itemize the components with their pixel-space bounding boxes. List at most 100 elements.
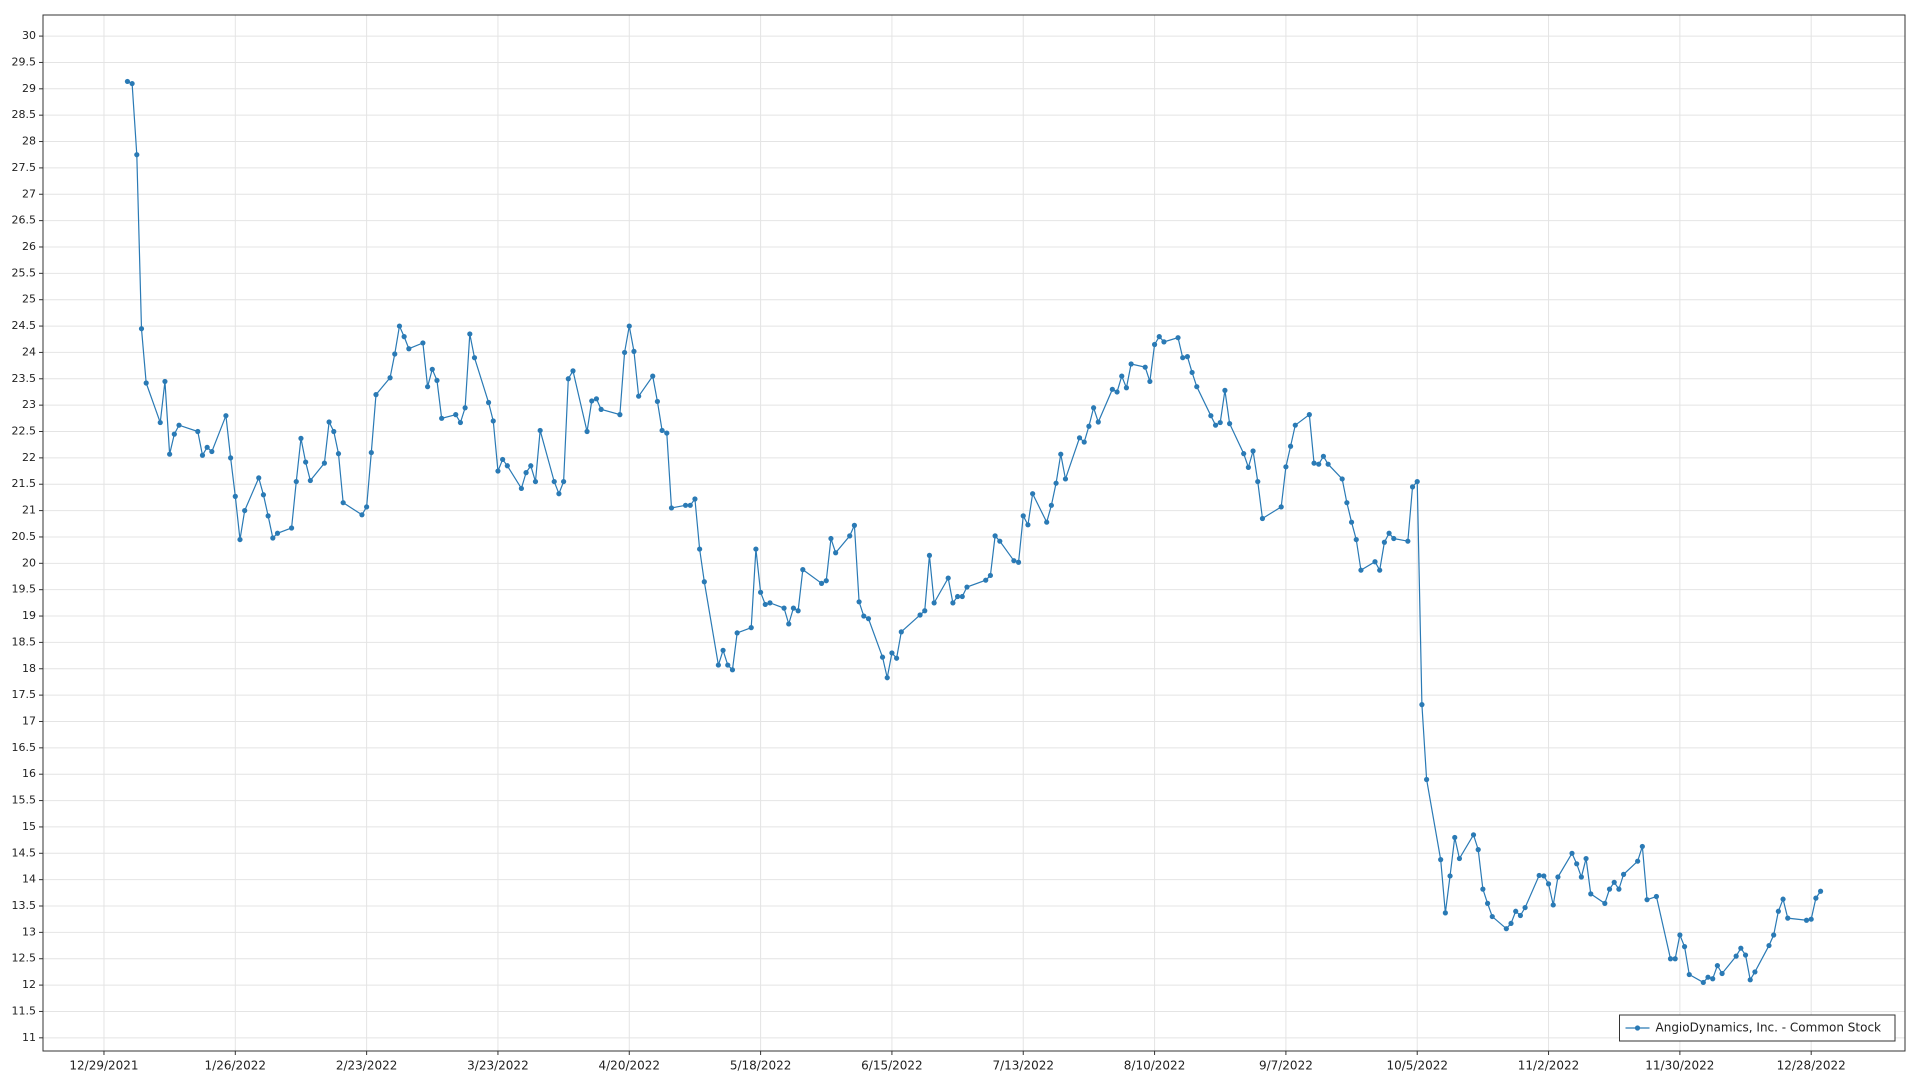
y-tick-label: 12.5 <box>12 952 37 965</box>
point <box>1123 385 1130 391</box>
point <box>757 589 764 595</box>
point <box>668 505 675 511</box>
point <box>1409 484 1416 490</box>
point <box>818 580 825 586</box>
point <box>551 478 557 485</box>
point <box>1766 942 1772 949</box>
point <box>288 525 295 531</box>
point <box>954 593 961 600</box>
point <box>1227 421 1233 427</box>
point <box>1025 522 1031 528</box>
point <box>1574 861 1580 867</box>
point <box>1184 354 1191 360</box>
point <box>1015 559 1022 565</box>
point <box>1438 857 1444 863</box>
y-tick-label: 15 <box>22 820 36 833</box>
point <box>950 600 956 606</box>
point <box>335 451 342 457</box>
point <box>659 427 665 434</box>
x-tick-label: 11/2/2022 <box>1518 1059 1580 1073</box>
y-tick-label: 13.5 <box>12 899 37 912</box>
point <box>368 449 374 456</box>
point <box>1578 874 1584 880</box>
point <box>1325 461 1331 467</box>
point <box>237 536 243 543</box>
y-tick-label: 24.5 <box>12 319 37 332</box>
point <box>138 326 145 332</box>
point <box>1090 405 1097 411</box>
point <box>1710 976 1716 982</box>
point <box>387 375 393 381</box>
point <box>565 376 571 382</box>
point <box>1536 872 1542 879</box>
point <box>1128 361 1134 367</box>
point <box>748 625 754 631</box>
y-tick-label: 13 <box>22 925 36 938</box>
point <box>1602 900 1608 906</box>
point <box>537 427 543 434</box>
point <box>424 384 431 390</box>
point <box>781 605 787 611</box>
point <box>790 605 797 611</box>
point <box>631 348 637 354</box>
point <box>1503 926 1509 932</box>
point <box>889 650 895 656</box>
point <box>856 599 862 605</box>
point <box>1541 873 1547 879</box>
y-tick-label: 17.5 <box>12 688 37 701</box>
point <box>1189 369 1195 376</box>
point <box>945 575 951 581</box>
y-tick-label: 23 <box>22 398 36 411</box>
point <box>1742 952 1749 958</box>
point <box>1030 491 1036 497</box>
point <box>983 577 989 583</box>
point <box>1620 871 1627 877</box>
point <box>1733 953 1739 959</box>
point <box>917 612 923 618</box>
y-tick-label: 27.5 <box>12 161 37 174</box>
point <box>800 567 806 573</box>
point <box>457 419 464 426</box>
point <box>584 428 590 435</box>
point <box>167 451 173 457</box>
x-tick-label: 8/10/2022 <box>1124 1059 1186 1073</box>
y-tick-label: 24 <box>22 345 36 358</box>
point <box>157 419 163 426</box>
point <box>1555 874 1561 880</box>
y-tick-label: 25 <box>22 293 36 306</box>
y-tick-label: 26 <box>22 240 36 253</box>
point <box>518 485 524 492</box>
point <box>171 431 177 437</box>
point <box>1653 893 1660 900</box>
point <box>697 546 703 552</box>
point <box>734 630 740 636</box>
point <box>1644 897 1650 903</box>
point <box>1475 846 1481 853</box>
point <box>1817 888 1824 894</box>
point <box>861 613 867 619</box>
point <box>303 459 309 465</box>
point <box>1719 970 1725 977</box>
point <box>485 399 492 406</box>
point <box>1156 334 1162 340</box>
point <box>1681 944 1688 950</box>
point <box>959 593 965 600</box>
point <box>195 428 201 435</box>
point <box>1086 423 1092 429</box>
y-tick-label: 22 <box>22 451 36 464</box>
point <box>1480 886 1486 892</box>
point <box>1414 478 1420 485</box>
point <box>1278 504 1284 510</box>
point <box>833 550 839 556</box>
point <box>467 331 473 337</box>
point <box>997 538 1003 544</box>
point <box>490 418 496 424</box>
point <box>1583 855 1589 862</box>
point <box>204 444 210 450</box>
point <box>1353 536 1359 543</box>
point <box>307 477 313 484</box>
point <box>420 340 426 346</box>
point <box>720 647 726 653</box>
point <box>823 578 829 584</box>
